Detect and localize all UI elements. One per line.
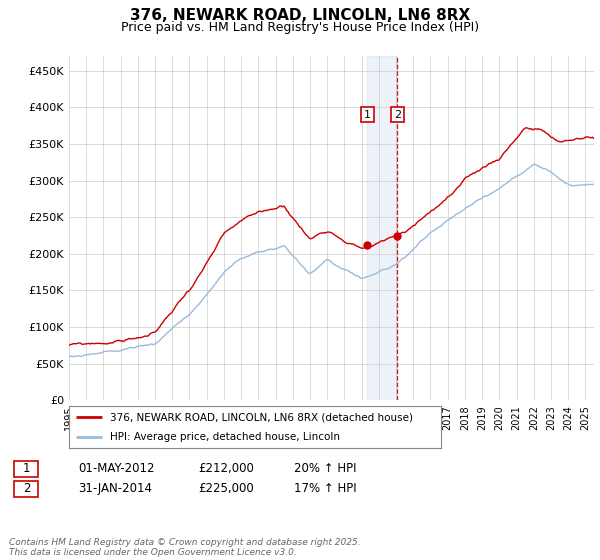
Text: 376, NEWARK ROAD, LINCOLN, LN6 8RX (detached house): 376, NEWARK ROAD, LINCOLN, LN6 8RX (deta… [110,412,413,422]
Text: Contains HM Land Registry data © Crown copyright and database right 2025.
This d: Contains HM Land Registry data © Crown c… [9,538,361,557]
Text: 31-JAN-2014: 31-JAN-2014 [78,482,152,496]
Bar [367,56,397,400]
Text: £225,000: £225,000 [198,482,254,496]
Text: 1: 1 [364,110,371,120]
Text: 2: 2 [394,110,401,120]
Text: 2: 2 [23,482,30,496]
Text: 01-MAY-2012: 01-MAY-2012 [78,462,155,475]
Text: HPI: Average price, detached house, Lincoln: HPI: Average price, detached house, Linc… [110,432,340,442]
Text: 1: 1 [23,462,30,475]
Text: £212,000: £212,000 [198,462,254,475]
Text: 376, NEWARK ROAD, LINCOLN, LN6 8RX: 376, NEWARK ROAD, LINCOLN, LN6 8RX [130,8,470,24]
Text: 20% ↑ HPI: 20% ↑ HPI [294,462,356,475]
Text: 17% ↑ HPI: 17% ↑ HPI [294,482,356,496]
Text: Price paid vs. HM Land Registry's House Price Index (HPI): Price paid vs. HM Land Registry's House … [121,21,479,34]
